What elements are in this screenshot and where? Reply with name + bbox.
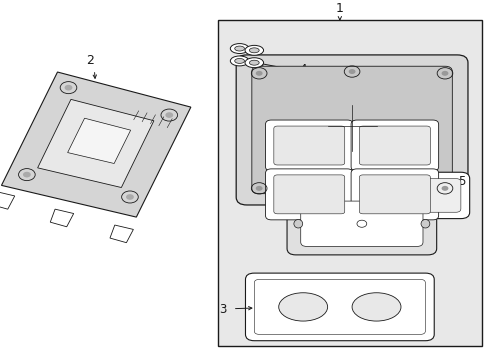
FancyBboxPatch shape	[350, 169, 438, 220]
Polygon shape	[110, 225, 133, 243]
Text: 5: 5	[457, 175, 465, 188]
FancyBboxPatch shape	[359, 175, 429, 214]
FancyBboxPatch shape	[265, 169, 352, 220]
FancyBboxPatch shape	[286, 193, 436, 255]
Ellipse shape	[230, 44, 248, 54]
Circle shape	[165, 112, 173, 118]
Polygon shape	[1, 72, 190, 217]
Circle shape	[126, 194, 134, 200]
Text: 6: 6	[284, 207, 292, 220]
Ellipse shape	[249, 60, 259, 65]
Polygon shape	[67, 118, 130, 163]
Polygon shape	[0, 192, 15, 209]
Ellipse shape	[230, 56, 248, 66]
Ellipse shape	[234, 46, 244, 51]
Text: 3: 3	[219, 303, 226, 316]
Circle shape	[441, 186, 447, 191]
Ellipse shape	[249, 48, 259, 53]
FancyBboxPatch shape	[300, 201, 422, 246]
Ellipse shape	[234, 58, 244, 63]
Ellipse shape	[244, 58, 263, 68]
Circle shape	[441, 71, 447, 76]
FancyBboxPatch shape	[395, 172, 468, 219]
FancyBboxPatch shape	[265, 120, 352, 171]
Circle shape	[348, 69, 355, 74]
Circle shape	[23, 172, 31, 177]
Ellipse shape	[351, 293, 400, 321]
FancyBboxPatch shape	[236, 55, 467, 205]
Ellipse shape	[293, 220, 302, 228]
Text: 4: 4	[299, 63, 306, 76]
Ellipse shape	[278, 293, 327, 321]
Text: 2: 2	[86, 54, 94, 67]
Circle shape	[255, 186, 262, 191]
Circle shape	[64, 85, 72, 90]
FancyBboxPatch shape	[251, 66, 451, 194]
FancyBboxPatch shape	[273, 175, 344, 214]
FancyBboxPatch shape	[245, 273, 433, 341]
FancyBboxPatch shape	[350, 120, 438, 171]
FancyBboxPatch shape	[359, 126, 429, 165]
FancyBboxPatch shape	[404, 179, 460, 212]
Ellipse shape	[420, 220, 429, 228]
Text: 1: 1	[335, 2, 343, 15]
Ellipse shape	[244, 45, 263, 55]
Circle shape	[255, 71, 262, 76]
Polygon shape	[38, 99, 154, 188]
FancyBboxPatch shape	[273, 126, 344, 165]
Polygon shape	[50, 209, 74, 227]
Bar	[217, 20, 481, 346]
